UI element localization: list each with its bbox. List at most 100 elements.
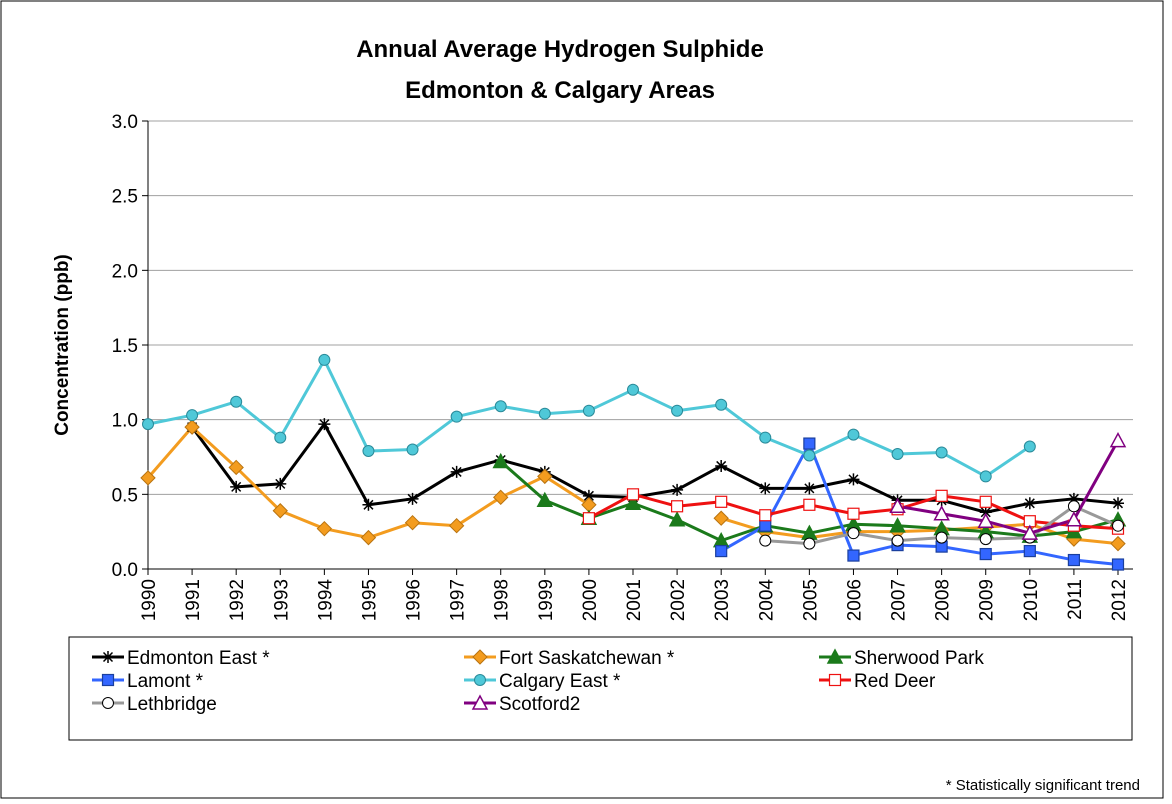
series-line	[190, 422, 1119, 514]
marker	[142, 418, 154, 431]
marker	[803, 498, 816, 511]
x-tick-label: 2011	[1065, 579, 1086, 620]
legend-label: Scotford2	[499, 694, 580, 715]
marker	[889, 517, 906, 533]
marker	[1109, 431, 1127, 448]
marker	[537, 468, 553, 485]
x-tick-label: 2000	[580, 579, 601, 621]
marker	[536, 491, 554, 508]
marker	[713, 510, 729, 526]
marker	[828, 673, 842, 687]
marker	[492, 452, 509, 469]
marker	[759, 431, 772, 444]
marker	[671, 404, 684, 417]
marker	[362, 498, 375, 511]
marker	[759, 519, 772, 532]
marker	[847, 507, 860, 520]
marker	[362, 445, 375, 458]
marker	[448, 517, 465, 534]
marker	[274, 431, 287, 444]
x-tick-label: 2009	[977, 579, 998, 621]
marker	[318, 353, 331, 366]
marker	[450, 465, 463, 478]
x-tick-label: 1995	[359, 579, 380, 621]
legend-label: Lamont *	[127, 671, 204, 692]
x-tick-label: 1997	[448, 579, 469, 621]
marker	[1067, 553, 1081, 567]
marker	[847, 527, 860, 540]
x-tick-label: 2001	[624, 579, 645, 621]
x-tick-label: 2010	[1021, 579, 1042, 621]
marker	[102, 697, 114, 709]
marker	[979, 506, 992, 519]
footnote: * Statistically significant trend	[946, 777, 1140, 794]
x-tick-label: 2008	[933, 579, 954, 621]
marker	[715, 459, 728, 472]
x-tick-label: 2003	[712, 579, 733, 621]
x-tick-label: 1990	[139, 579, 160, 621]
marker	[668, 511, 686, 527]
marker	[933, 505, 950, 521]
marker	[318, 418, 331, 431]
x-tick-label: 2002	[668, 579, 689, 621]
marker	[538, 407, 551, 420]
marker	[891, 534, 904, 547]
marker	[140, 470, 156, 486]
chart-title: Edmonton & Calgary Areas	[405, 77, 715, 104]
marker	[626, 488, 640, 501]
x-tick-label: 1999	[536, 579, 557, 621]
x-tick-label: 1992	[227, 579, 248, 621]
chart-title: Annual Average Hydrogen Sulphide	[356, 36, 764, 63]
marker	[1021, 524, 1039, 540]
marker	[1067, 500, 1080, 513]
y-tick-label: 3.0	[112, 112, 138, 133]
marker	[1023, 497, 1036, 510]
y-tick-label: 1.5	[112, 336, 138, 357]
marker	[360, 529, 377, 546]
y-axis-label: Concentration (ppb)	[52, 254, 73, 436]
marker	[847, 549, 860, 562]
marker	[803, 437, 816, 450]
marker	[184, 419, 200, 435]
marker	[1110, 535, 1126, 552]
marker	[627, 383, 639, 396]
marker	[471, 694, 489, 710]
x-tick-label: 1998	[492, 579, 513, 621]
marker	[1023, 544, 1036, 558]
y-tick-label: 0.5	[112, 485, 138, 506]
marker	[582, 512, 596, 525]
marker	[670, 500, 684, 513]
legend-label: Lethbridge	[127, 694, 217, 715]
marker	[759, 534, 772, 547]
legend-label: Red Deer	[854, 671, 936, 692]
x-tick-label: 2007	[889, 579, 910, 621]
marker	[450, 410, 463, 423]
marker	[406, 443, 419, 456]
marker	[979, 533, 992, 546]
marker	[979, 547, 992, 561]
marker	[979, 495, 992, 508]
y-tick-label: 2.0	[112, 261, 138, 282]
marker	[582, 404, 595, 417]
marker	[406, 492, 419, 505]
marker	[228, 459, 244, 476]
marker	[1023, 440, 1036, 453]
marker	[979, 470, 992, 483]
marker	[102, 651, 114, 663]
marker	[935, 531, 948, 544]
marker	[274, 477, 287, 490]
marker	[582, 489, 595, 502]
legend-label: Edmonton East *	[127, 648, 270, 669]
marker	[101, 673, 115, 687]
x-tick-label: 2004	[756, 579, 777, 622]
marker	[891, 448, 904, 461]
marker	[230, 480, 243, 493]
legend-label: Sherwood Park	[854, 648, 984, 669]
marker	[759, 509, 772, 522]
marker	[472, 649, 488, 665]
x-tick-label: 1994	[315, 579, 336, 622]
series-line	[720, 442, 1119, 567]
marker	[977, 512, 994, 528]
marker	[1112, 519, 1124, 532]
